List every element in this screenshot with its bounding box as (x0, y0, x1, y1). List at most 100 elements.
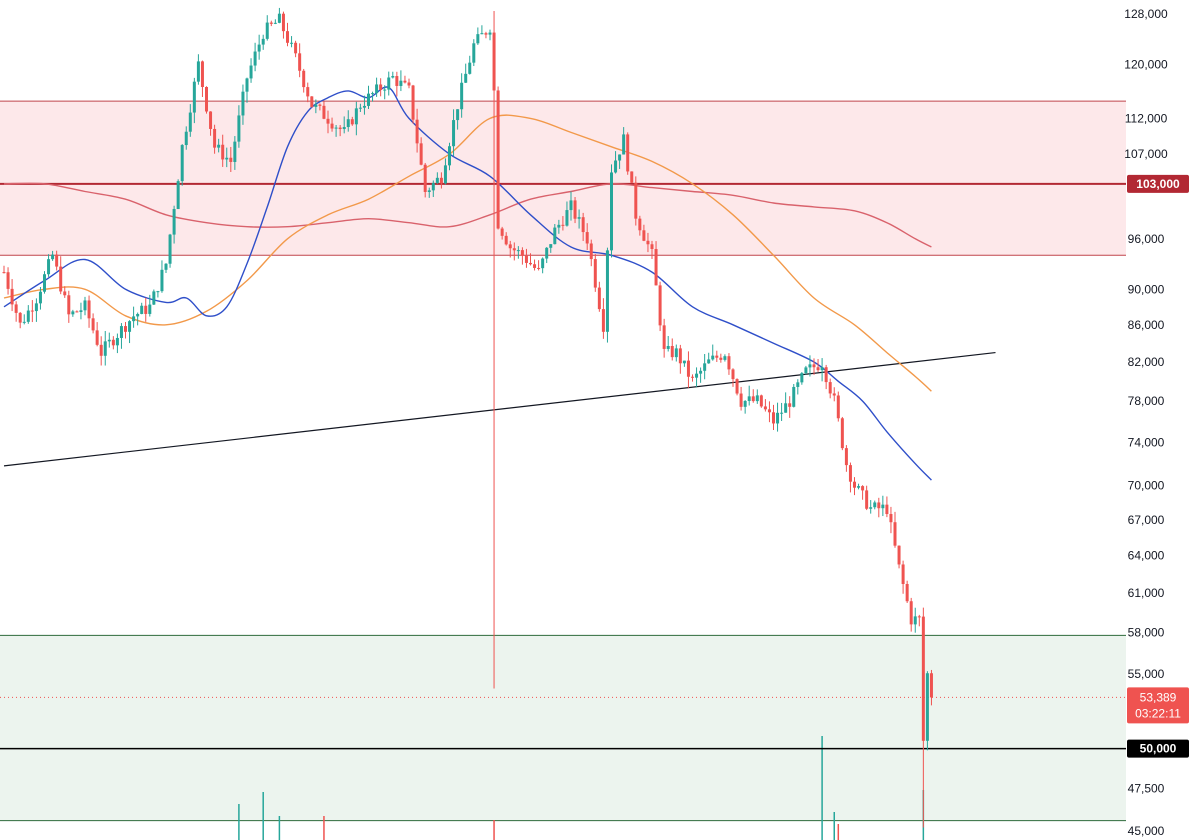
candle[interactable] (816, 359, 820, 372)
trendline[interactable] (3, 351, 996, 467)
candle[interactable] (273, 19, 277, 25)
candle[interactable] (379, 78, 383, 97)
candle[interactable] (682, 360, 686, 367)
candle[interactable] (808, 355, 812, 377)
candle[interactable] (832, 387, 836, 402)
candle[interactable] (654, 241, 658, 286)
candle[interactable] (358, 103, 362, 112)
candle[interactable] (593, 254, 597, 292)
candle[interactable] (233, 136, 237, 170)
candle[interactable] (79, 302, 83, 320)
candle[interactable] (334, 124, 338, 137)
candle[interactable] (205, 86, 208, 114)
candle[interactable] (573, 197, 577, 224)
candle[interactable] (565, 201, 569, 227)
candle[interactable] (719, 353, 723, 363)
candle[interactable] (176, 179, 180, 210)
candle[interactable] (597, 281, 601, 312)
candle[interactable] (18, 312, 22, 329)
candle[interactable] (456, 109, 460, 130)
candle[interactable] (192, 77, 196, 124)
candle[interactable] (107, 332, 111, 348)
candle[interactable] (383, 85, 387, 100)
candle[interactable] (857, 483, 861, 490)
candle[interactable] (622, 127, 626, 155)
candle[interactable] (75, 310, 79, 313)
candle[interactable] (115, 333, 119, 354)
candle[interactable] (362, 95, 366, 115)
candle[interactable] (375, 77, 379, 97)
candle[interactable] (828, 378, 832, 399)
candle[interactable] (140, 302, 144, 315)
candle[interactable] (889, 506, 893, 534)
ma-slow-line[interactable] (3, 182, 932, 248)
candle[interactable] (253, 42, 257, 72)
candle[interactable] (298, 43, 302, 78)
candle[interactable] (630, 171, 634, 183)
candle[interactable] (917, 614, 921, 627)
candle[interactable] (751, 389, 755, 403)
candle[interactable] (812, 358, 816, 375)
candle[interactable] (225, 147, 229, 168)
candle[interactable] (47, 254, 51, 277)
candle[interactable] (350, 116, 354, 126)
candle[interactable] (626, 132, 630, 175)
candle[interactable] (403, 75, 407, 84)
candle[interactable] (314, 99, 318, 114)
candle[interactable] (541, 257, 545, 274)
candle[interactable] (585, 223, 589, 250)
candle[interactable] (504, 232, 508, 246)
candle[interactable] (443, 158, 447, 185)
candle[interactable] (529, 253, 532, 266)
candle[interactable] (188, 104, 192, 137)
candle[interactable] (209, 111, 213, 136)
candle[interactable] (484, 31, 488, 39)
candle[interactable] (306, 82, 310, 103)
candle[interactable] (294, 40, 298, 58)
candle[interactable] (772, 404, 775, 430)
candle[interactable] (148, 294, 152, 317)
candle[interactable] (427, 187, 431, 198)
candle[interactable] (460, 73, 464, 118)
candle[interactable] (249, 58, 253, 83)
candle[interactable] (371, 91, 375, 102)
candle[interactable] (840, 416, 844, 451)
candle[interactable] (723, 354, 727, 362)
candle[interactable] (820, 358, 824, 382)
candle[interactable] (395, 71, 399, 97)
candle[interactable] (792, 383, 796, 408)
candle[interactable] (747, 385, 751, 406)
candle[interactable] (63, 286, 67, 298)
candle[interactable] (14, 301, 18, 322)
candle[interactable] (601, 298, 605, 339)
candle[interactable] (172, 205, 176, 244)
candle[interactable] (557, 219, 561, 234)
candle[interactable] (533, 259, 537, 271)
candle[interactable] (241, 84, 245, 125)
candle[interactable] (326, 110, 330, 134)
candle[interactable] (913, 607, 917, 633)
candle[interactable] (26, 305, 30, 324)
candle[interactable] (71, 309, 75, 317)
candle[interactable] (836, 391, 840, 422)
candle[interactable] (618, 154, 622, 169)
candle[interactable] (34, 298, 38, 322)
ma-mid-line[interactable] (3, 114, 932, 392)
candle[interactable] (743, 400, 747, 414)
candle[interactable] (549, 244, 553, 253)
candle[interactable] (727, 353, 731, 375)
candle[interactable] (921, 607, 925, 828)
candle[interactable] (245, 77, 249, 103)
candle[interactable] (776, 402, 780, 432)
candle[interactable] (281, 11, 285, 39)
candle[interactable] (265, 15, 269, 41)
candle[interactable] (545, 247, 549, 264)
candle[interactable] (261, 34, 265, 50)
resistance-level-tag[interactable]: 103,000 (1127, 174, 1189, 193)
candle[interactable] (164, 263, 168, 273)
candle[interactable] (30, 300, 34, 323)
candle[interactable] (605, 247, 609, 343)
candle[interactable] (909, 597, 913, 632)
candle[interactable] (800, 372, 804, 385)
candle[interactable] (132, 306, 136, 328)
